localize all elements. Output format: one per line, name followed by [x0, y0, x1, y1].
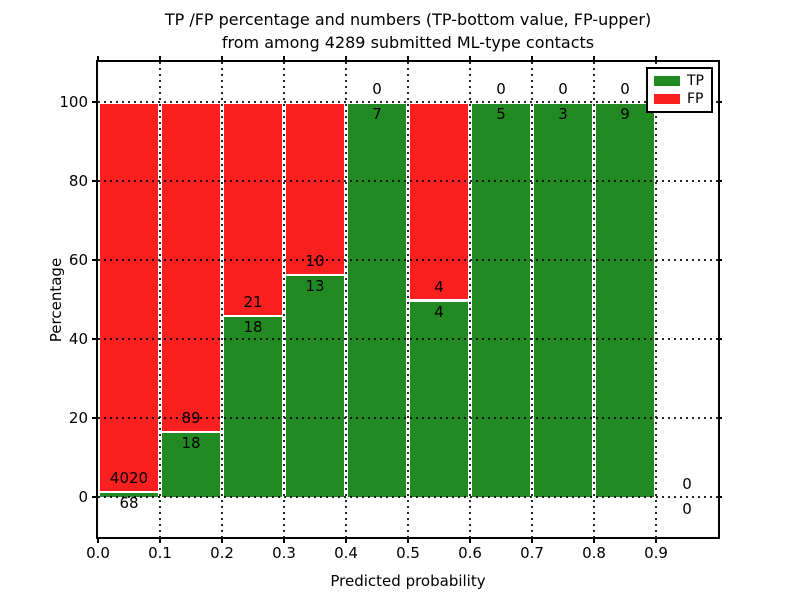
x-tick-label: 0.6: [458, 544, 482, 562]
tp-legend-label: TP: [687, 73, 704, 89]
tp-count-label: 4: [434, 302, 444, 321]
x-tick-top: [655, 56, 657, 60]
x-tick: [593, 539, 595, 543]
fp-count-label: 0: [372, 79, 382, 98]
x-axis-label: Predicted probability: [330, 572, 486, 590]
y-tick-label: 0: [78, 488, 88, 507]
x-tick: [283, 539, 285, 543]
x-tick-top: [221, 56, 223, 60]
y-tick-right: [718, 496, 722, 499]
y-tick-right: [718, 258, 722, 261]
bar-fp-segment: [98, 101, 160, 491]
legend: TP FP: [646, 67, 713, 113]
x-tick-top: [469, 56, 471, 60]
fp-legend-label: FP: [687, 91, 704, 107]
y-tick: [92, 417, 96, 420]
y-tick-right: [718, 100, 722, 103]
fp-count-label: 10: [305, 251, 325, 270]
y-tick-right: [718, 338, 722, 341]
y-tick-right: [718, 417, 722, 420]
y-axis-label: Percentage: [47, 257, 65, 343]
tp-count-label: 68: [119, 493, 139, 512]
x-tick-top: [97, 56, 99, 60]
fp-count-label: 4: [434, 277, 444, 296]
chart-title-line1: TP /FP percentage and numbers (TP-bottom…: [164, 10, 652, 29]
x-tick: [221, 539, 223, 543]
fp-legend-swatch: [654, 94, 680, 104]
x-tick: [469, 539, 471, 543]
x-tick: [655, 539, 657, 543]
y-tick-label: 80: [68, 171, 88, 190]
tp-count-label: 9: [620, 104, 630, 123]
fp-count-label: 4020: [109, 468, 149, 487]
x-tick-label: 0.4: [334, 544, 358, 562]
fp-count-label: 0: [558, 79, 568, 98]
x-tick-label: 0.7: [520, 544, 544, 562]
x-tick: [97, 539, 99, 543]
y-tick: [92, 496, 96, 499]
bar-tp-segment: [284, 273, 346, 498]
chart-title-line2: from among 4289 submitted ML-type contac…: [221, 33, 595, 52]
x-tick-label: 0.3: [272, 544, 296, 562]
bar-tp-segment: [408, 299, 470, 498]
tp-count-label: 7: [372, 104, 382, 123]
x-tick: [159, 539, 161, 543]
x-tick-label: 0.0: [86, 544, 110, 562]
x-tick-top: [531, 56, 533, 60]
bar-fp-segment: [160, 101, 222, 431]
x-tick-top: [345, 56, 347, 60]
x-tick-label: 0.8: [582, 544, 606, 562]
plot-area: 4020 68 89 18 21 18 10 13 0 7 4 4 0 5 0 3 0 9 0 0 TP FP: [96, 60, 720, 539]
fp-count-label: 0: [496, 79, 506, 98]
x-tick: [531, 539, 533, 543]
legend-row-fp: FP: [654, 91, 705, 107]
x-tick-top: [593, 56, 595, 60]
x-tick: [345, 539, 347, 543]
tp-count-label: 3: [558, 104, 568, 123]
x-tick-label: 0.1: [148, 544, 172, 562]
x-tick-label: 0.2: [210, 544, 234, 562]
y-tick-label: 20: [68, 409, 88, 428]
fp-count-label: 0: [620, 79, 630, 98]
tp-count-label: 5: [496, 104, 506, 123]
bar-fp-segment: [284, 101, 346, 274]
y-tick: [92, 179, 96, 182]
y-tick: [92, 100, 96, 103]
bar-tp-segment: [594, 101, 656, 498]
legend-row-tp: TP: [654, 73, 705, 89]
bar-tp-segment: [222, 314, 284, 498]
y-tick-label: 60: [68, 250, 88, 269]
bar-fp-segment: [408, 101, 470, 300]
bar-fp-segment: [222, 101, 284, 315]
bar-tp-segment: [346, 101, 408, 498]
y-tick: [92, 338, 96, 341]
tp-count-label: 18: [243, 317, 263, 336]
tp-count-label: 0: [682, 500, 692, 519]
fp-count-label: 89: [181, 408, 201, 427]
fp-count-label: 21: [243, 292, 263, 311]
tp-count-label: 18: [181, 433, 201, 452]
tp-count-label: 13: [305, 276, 325, 295]
bar-tp-segment: [532, 101, 594, 498]
y-tick-label: 40: [68, 330, 88, 349]
y-tick: [92, 258, 96, 261]
x-tick-top: [159, 56, 161, 60]
fp-count-label: 0: [682, 475, 692, 494]
chart-title: TP /FP percentage and numbers (TP-bottom…: [98, 8, 718, 54]
x-tick-label: 0.9: [644, 544, 668, 562]
x-tick-top: [283, 56, 285, 60]
x-tick: [407, 539, 409, 543]
x-tick-top: [407, 56, 409, 60]
x-tick-label: 0.5: [396, 544, 420, 562]
tp-legend-swatch: [654, 76, 680, 86]
y-tick-label: 100: [59, 92, 88, 111]
bar-tp-segment: [470, 101, 532, 498]
y-tick-right: [718, 179, 722, 182]
